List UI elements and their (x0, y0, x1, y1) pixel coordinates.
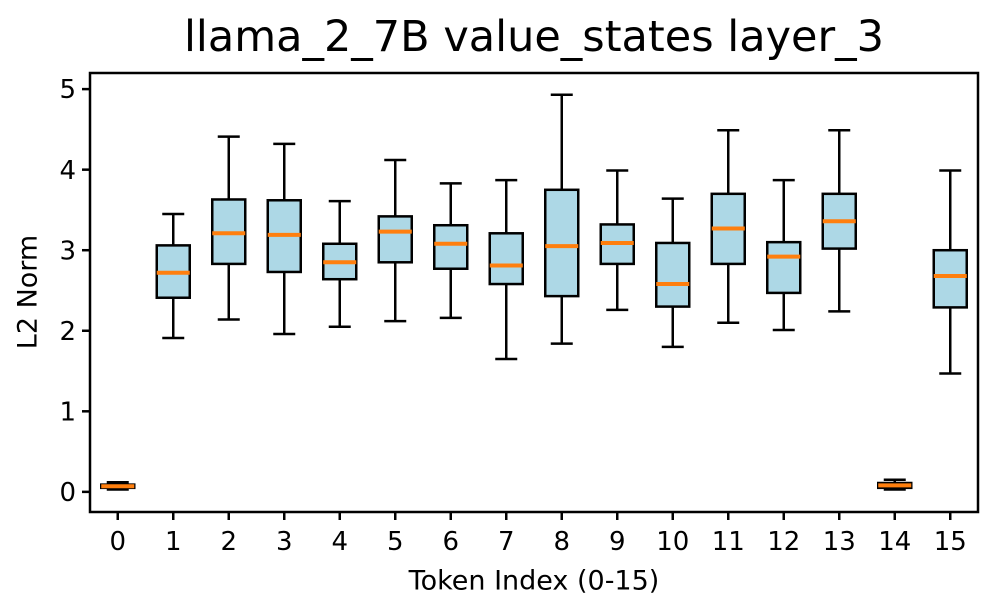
x-tick-label: 3 (276, 527, 293, 557)
y-tick-label: 2 (59, 317, 76, 347)
chart-title: llama_2_7B value_states layer_3 (183, 12, 885, 62)
axes-frame (88, 71, 980, 514)
x-tick-label: 14 (878, 527, 911, 557)
box-token-8 (544, 188, 580, 298)
x-axis-label: Token Index (0-15) (408, 565, 660, 597)
y-tick-label: 3 (59, 236, 76, 266)
x-tick-label: 15 (934, 527, 967, 557)
box-token-6 (433, 223, 469, 270)
box-token-7 (488, 232, 524, 286)
x-tick-label: 6 (442, 527, 459, 557)
box-token-10 (655, 241, 691, 308)
y-tick-label: 4 (59, 156, 76, 186)
x-tick-label: 9 (609, 527, 626, 557)
x-tick-label: 1 (165, 527, 182, 557)
y-tick-label: 0 (59, 478, 76, 508)
box-token-5 (377, 215, 413, 264)
y-axis-label: L2 Norm (12, 234, 44, 350)
y-tick-label: 1 (59, 397, 76, 427)
x-tick-label: 8 (553, 527, 570, 557)
x-tick-label: 7 (498, 527, 515, 557)
y-tick-label: 5 (59, 75, 76, 105)
x-tick-label: 5 (387, 527, 404, 557)
box-token-12 (766, 240, 802, 295)
x-tick-label: 12 (767, 527, 800, 557)
box-token-15 (932, 248, 968, 309)
x-tick-label: 10 (656, 527, 689, 557)
x-tick-label: 4 (331, 527, 348, 557)
x-tick-label: 2 (220, 527, 237, 557)
x-tick-label: 11 (712, 527, 745, 557)
x-tick-label: 13 (823, 527, 856, 557)
x-tick-label: 0 (109, 527, 126, 557)
